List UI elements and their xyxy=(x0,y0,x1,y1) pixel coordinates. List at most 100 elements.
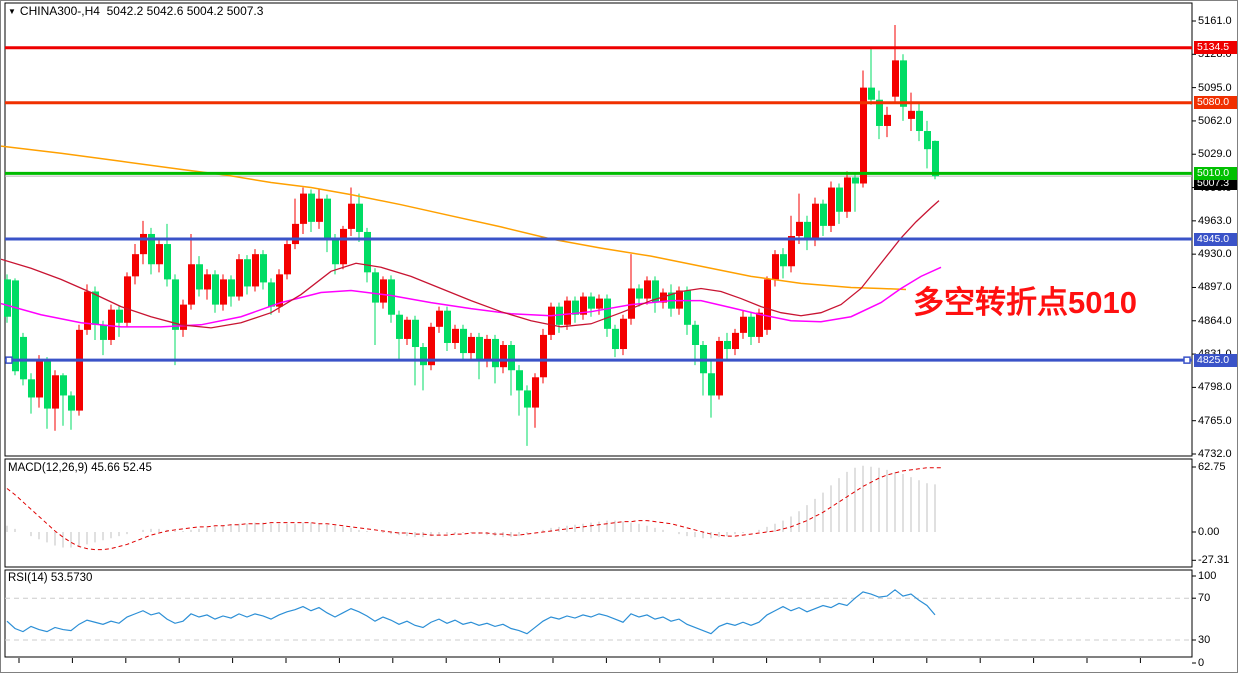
candle-body xyxy=(268,282,275,307)
candle-body xyxy=(484,338,491,362)
candle-body xyxy=(652,280,659,303)
candle-body xyxy=(428,326,435,366)
price-tick-label: 5161.0 xyxy=(1198,15,1232,27)
candle-body xyxy=(468,336,475,354)
candle-body xyxy=(28,379,35,398)
candle-body xyxy=(868,87,875,100)
symbol-title: ▼ CHINA300-,H4 5042.2 5042.6 5004.2 5007.… xyxy=(8,4,263,18)
candle-body xyxy=(316,198,323,222)
candle-body xyxy=(676,290,683,309)
candle-body xyxy=(884,114,891,126)
candle-body xyxy=(404,319,411,339)
candle-body xyxy=(292,223,299,245)
candle-body xyxy=(44,359,51,409)
ma-magenta xyxy=(1,266,942,328)
hline-handle[interactable] xyxy=(5,356,13,364)
candle-body xyxy=(340,228,347,265)
candle-body xyxy=(540,334,547,378)
hline-badge-4825.0: 4825.0 xyxy=(1194,353,1237,367)
candle-body xyxy=(780,254,787,267)
candle-body xyxy=(756,312,763,337)
rsi-tick-label: 30 xyxy=(1198,634,1211,646)
candle-body xyxy=(420,347,427,366)
candle-body xyxy=(380,279,387,303)
candle-body xyxy=(596,298,603,309)
symbol-dropdown-icon[interactable]: ▼ xyxy=(8,7,16,16)
symbol-name: CHINA300-,H4 xyxy=(19,4,100,18)
candle-body xyxy=(396,314,403,339)
time-axis[interactable] xyxy=(5,658,1192,673)
candle-body xyxy=(12,280,19,372)
candle-body xyxy=(876,99,883,126)
candle-body xyxy=(460,328,467,354)
price-tick-label: 5029.0 xyxy=(1198,148,1232,161)
candle-body xyxy=(820,203,827,226)
candle-body xyxy=(348,203,355,229)
candle-body xyxy=(748,316,755,337)
price-tick-label: 4765.0 xyxy=(1198,414,1232,427)
rsi-tick-label: 100 xyxy=(1198,570,1217,582)
price-tick-label: 4798.0 xyxy=(1198,381,1232,394)
candle-body xyxy=(188,264,195,305)
candle-body xyxy=(924,131,931,150)
hline-handle[interactable] xyxy=(1183,356,1191,364)
annotation-text[interactable]: 多空转折点5010 xyxy=(913,285,1137,320)
price-tick-label: 5062.0 xyxy=(1198,114,1232,127)
candle-body xyxy=(548,306,555,335)
price-tick-label: 4963.0 xyxy=(1198,214,1232,227)
candle-body xyxy=(612,328,619,350)
candle-body xyxy=(772,254,779,280)
candle-body xyxy=(20,336,27,380)
candle-body xyxy=(908,110,915,119)
candle-body xyxy=(244,259,251,287)
macd-panel xyxy=(4,458,1193,568)
candle-body xyxy=(228,279,235,297)
candle-body xyxy=(252,254,259,287)
candle-body xyxy=(532,377,539,408)
candle-body xyxy=(740,316,747,333)
candle-body xyxy=(852,177,859,184)
candle-body xyxy=(172,279,179,330)
candle-body xyxy=(84,291,91,330)
candle-body xyxy=(796,221,803,236)
candle-body xyxy=(804,221,811,241)
candle-body xyxy=(636,288,643,299)
candle-body xyxy=(684,290,691,325)
macd-label: MACD(12,26,9) 45.66 52.45 xyxy=(8,462,152,474)
candle-body xyxy=(116,309,123,323)
price-tick-label: 4930.0 xyxy=(1198,248,1232,261)
candle-body xyxy=(900,60,907,107)
candle-body xyxy=(108,309,115,340)
ma-red xyxy=(1,200,940,329)
candle-body xyxy=(844,177,851,212)
candle-body xyxy=(76,329,83,411)
candle-body xyxy=(524,390,531,408)
candle-body xyxy=(660,292,667,303)
rsi-label: RSI(14) 53.5730 xyxy=(8,572,93,584)
price-tick-label: 4864.0 xyxy=(1198,314,1232,327)
candle-body xyxy=(324,198,331,240)
candle-body xyxy=(476,336,483,362)
macd-tick-label: 62.75 xyxy=(1198,461,1226,473)
candle-body xyxy=(836,187,843,212)
price-tick-label: 5095.0 xyxy=(1198,81,1232,94)
candle-body xyxy=(356,203,363,232)
candle-body xyxy=(916,110,923,132)
price-tick-label: 4732.0 xyxy=(1198,448,1232,460)
candle-body xyxy=(164,244,171,280)
candle-body xyxy=(308,193,315,222)
candle-body xyxy=(724,340,731,350)
candle-body xyxy=(588,296,595,309)
candle-body xyxy=(412,319,419,348)
candle-body xyxy=(60,375,67,396)
rsi-line xyxy=(6,589,936,635)
candle-body xyxy=(620,318,627,350)
candle-body xyxy=(764,279,771,330)
candle-body xyxy=(452,328,459,343)
candle-body xyxy=(156,244,163,265)
candle-body xyxy=(716,340,723,396)
ma-orange xyxy=(1,145,907,291)
candle-body xyxy=(860,87,867,184)
